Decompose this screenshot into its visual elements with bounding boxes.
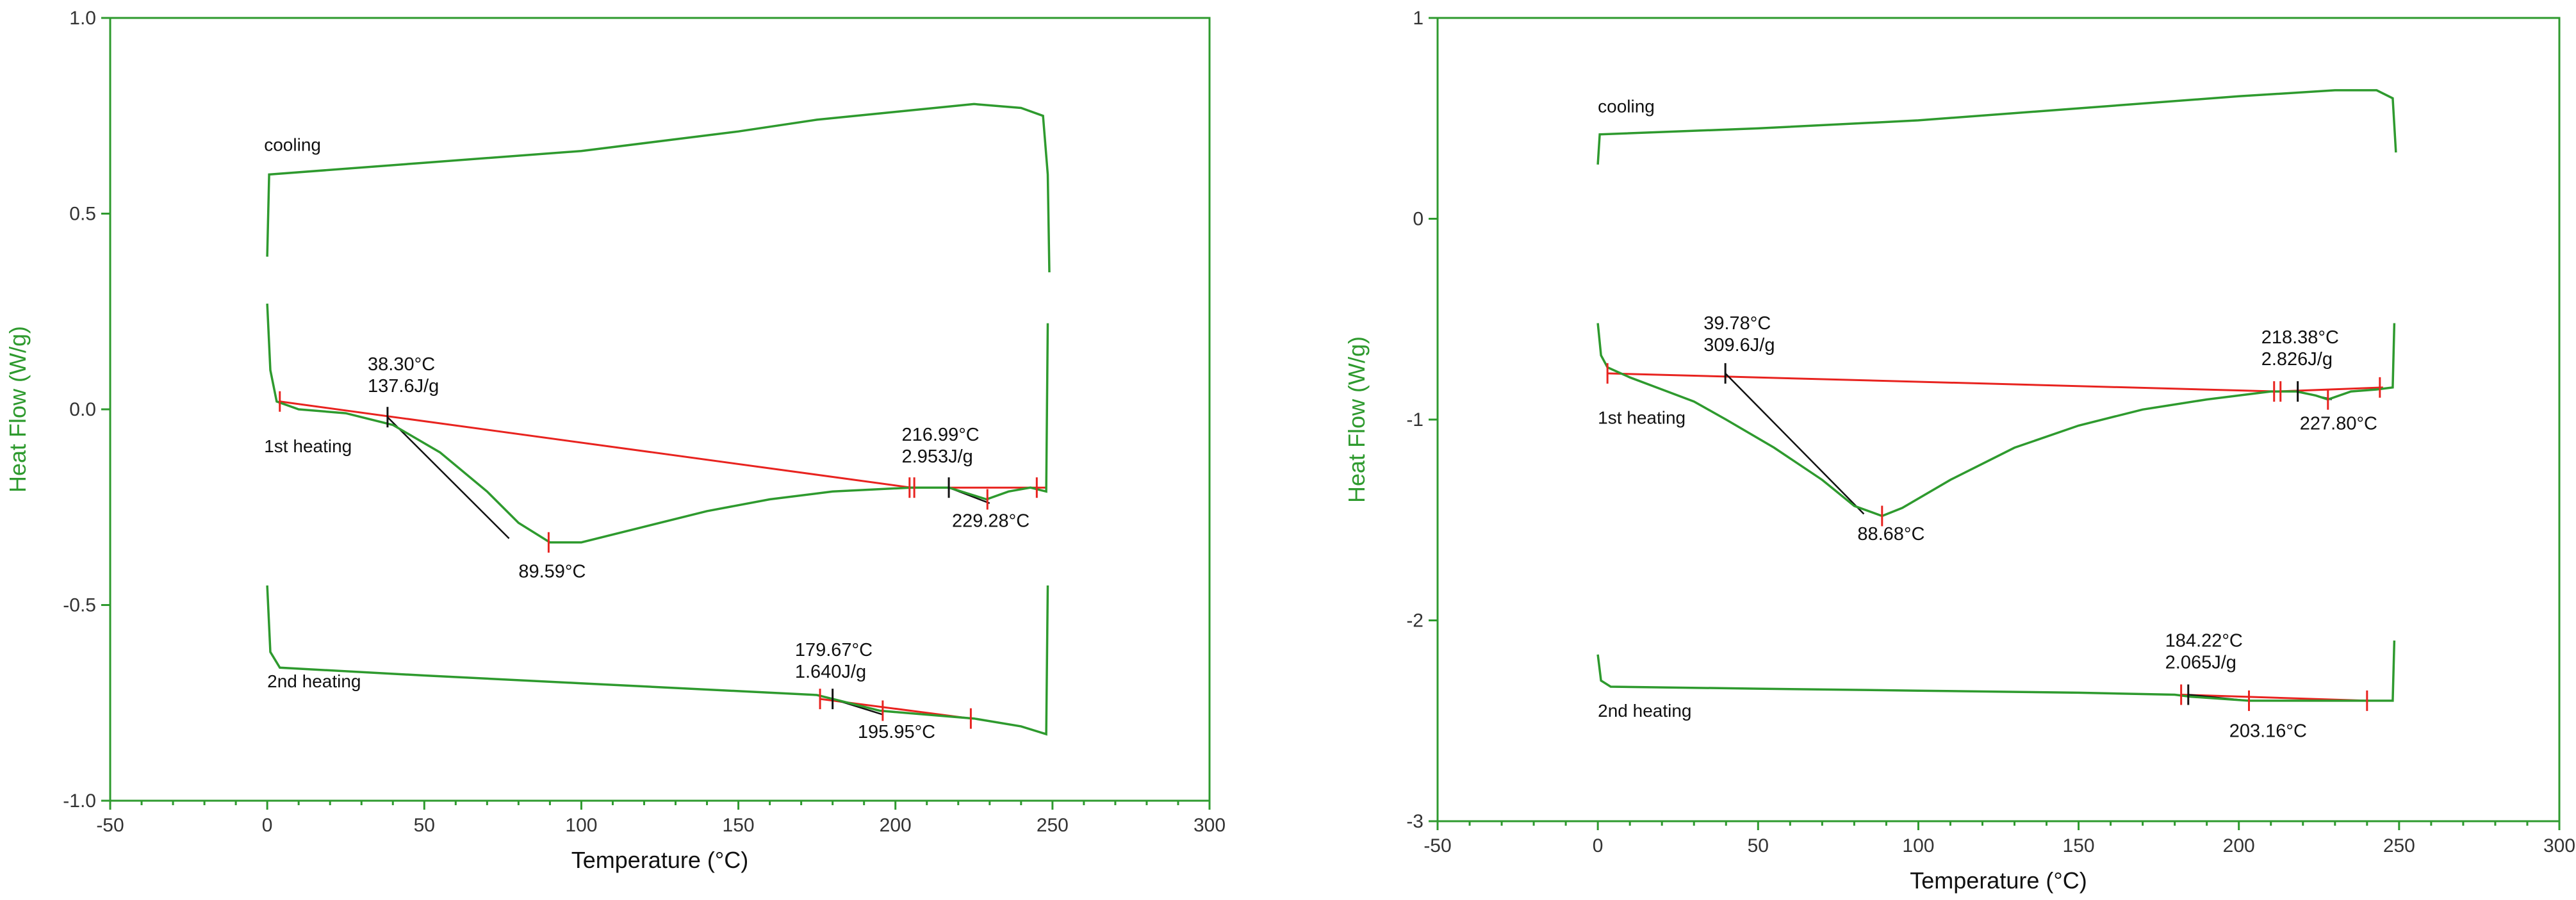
chart1-series-1st-heating xyxy=(266,303,1049,544)
chart2-annotation: 88.68°C xyxy=(1857,524,1924,544)
chart2-x-tick-label: 250 xyxy=(2383,835,2415,856)
chart1-y-axis-title: Heat Flow (W/g) xyxy=(4,326,31,493)
chart2-x-tick-label: 200 xyxy=(2223,835,2255,856)
chart2-annotation: 227.80°C xyxy=(2300,414,2377,434)
chart1-y-tick-label: -1.0 xyxy=(63,790,96,812)
chart2-y-tick-label: -2 xyxy=(1406,610,1423,632)
chart1-y-tick-label: 0.5 xyxy=(69,204,96,225)
chart1-y-tick-label: 1.0 xyxy=(69,8,96,29)
chart2-onset-tangent xyxy=(1725,373,1865,515)
chart1-series-label-2nd-heating: 2nd heating xyxy=(267,671,361,691)
chart2-x-tick-label: 150 xyxy=(2063,835,2095,856)
chart1-series-label-cooling: cooling xyxy=(264,135,321,155)
chart1-x-tick-label: 150 xyxy=(723,815,755,836)
chart1-annotation: 195.95°C xyxy=(858,722,935,742)
chart2-x-tick-label: -50 xyxy=(1423,835,1451,856)
chart2-series-cooling xyxy=(1596,89,2397,165)
chart1-x-tick-label: 250 xyxy=(1037,815,1069,836)
chart2-series-2nd-heating xyxy=(1596,640,2396,702)
chart1-series-label-1st-heating: 1st heating xyxy=(264,436,352,456)
chart2-annotation: 218.38°C 2.826J/g xyxy=(2261,327,2339,370)
chart2-x-axis-title: Temperature (°C) xyxy=(1910,867,2087,894)
chart2-annotation: 184.22°C 2.065J/g xyxy=(2165,630,2243,673)
chart2-y-tick-label: -3 xyxy=(1406,811,1423,832)
chart1-annotation: 89.59°C xyxy=(518,562,586,582)
chart1-annotation: 216.99°C 2.953J/g xyxy=(902,425,980,467)
chart1-y-tick-label: -0.5 xyxy=(63,595,96,616)
chart2-series-label-cooling: cooling xyxy=(1598,96,1655,116)
chart2-y-tick-label: -1 xyxy=(1406,409,1423,430)
chart1-x-tick-label: 200 xyxy=(880,815,912,836)
chart1-series-2nd-heating xyxy=(266,585,1049,736)
chart1-y-tick-label: 0.0 xyxy=(69,399,96,420)
chart2-x-tick-label: 50 xyxy=(1748,835,1769,856)
chart2-y-tick-label: 1 xyxy=(1413,8,1423,29)
chart2-x-tick-label: 300 xyxy=(2543,835,2575,856)
chart2-x-tick-label: 0 xyxy=(1593,835,1604,856)
chart2-annotation: 39.78°C 309.6J/g xyxy=(1703,313,1775,356)
chart1-x-tick-label: 50 xyxy=(414,815,435,836)
chart1-x-tick-label: 100 xyxy=(565,815,597,836)
chart2-series-label-1st-heating: 1st heating xyxy=(1598,407,1686,427)
chart2-series-label-2nd-heating: 2nd heating xyxy=(1598,701,1691,721)
chart1-x-tick-label: 0 xyxy=(262,815,273,836)
chart2-y-axis-title: Heat Flow (W/g) xyxy=(1343,336,1370,503)
chart1-annotation: 229.28°C xyxy=(952,511,1030,531)
chart1-x-tick-label: 300 xyxy=(1194,815,1226,836)
chart1-series-cooling xyxy=(266,102,1051,273)
chart2-x-tick-label: 100 xyxy=(1902,835,1934,856)
chart1-annotation: 38.30°C 137.6J/g xyxy=(368,354,439,397)
chart2-baseline xyxy=(1607,372,2277,393)
chart1-onset-tangent xyxy=(387,416,510,539)
chart1-x-axis-title: Temperature (°C) xyxy=(571,847,748,873)
chart2-y-tick-label: 0 xyxy=(1413,209,1423,230)
chart2-annotation: 203.16°C xyxy=(2229,721,2307,741)
chart1-annotation: 179.67°C 1.640J/g xyxy=(795,640,873,682)
chart1-baseline xyxy=(279,400,912,489)
chart1-x-tick-label: -50 xyxy=(96,815,124,836)
